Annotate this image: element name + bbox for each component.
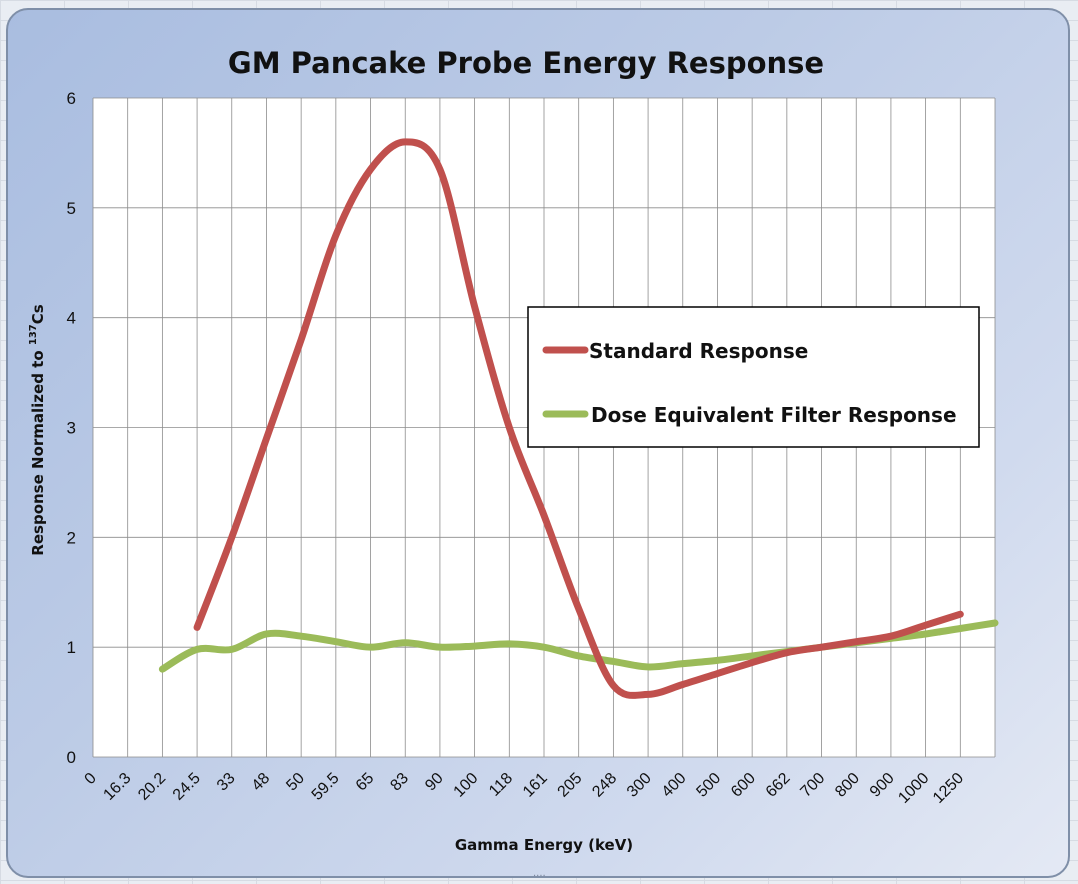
x-axis-ticks: 0 16.3 20.2 24.5 33 48 50 59.5 65 83 90 100 118 161 20… — [82, 770, 968, 807]
y-axis-title-sup: 137 — [28, 324, 39, 345]
chart-svg: GM Pancake Probe Energy Response 0 1 2 3 4 5 6… — [28, 46, 999, 854]
x-tick-label: 33 — [214, 770, 239, 795]
x-tick-label: 248 — [589, 770, 620, 801]
x-tick-label: 600 — [728, 770, 759, 801]
y-tick-label: 3 — [67, 419, 76, 438]
legend-box — [527, 306, 980, 448]
x-tick-label: 1250 — [930, 770, 967, 807]
x-tick-label: 0 — [82, 770, 100, 788]
y-tick-label: 2 — [67, 528, 76, 547]
x-tick-label: 100 — [451, 770, 482, 801]
chart-title: GM Pancake Probe Energy Response — [228, 46, 824, 80]
x-tick-label: 65 — [353, 770, 378, 795]
x-tick-label: 24.5 — [170, 770, 204, 804]
legend-filter-label: Dose Equivalent Filter Response — [591, 403, 957, 427]
x-tick-label: 48 — [249, 770, 274, 795]
y-axis-title: Response Normalized to 137Cs — [28, 304, 47, 555]
series-standard-response-line[interactable] — [193, 138, 964, 699]
x-tick-label: 662 — [763, 770, 794, 801]
x-tick-label: 300 — [624, 770, 655, 801]
y-tick-label: 1 — [67, 638, 76, 657]
x-tick-label: 118 — [486, 770, 516, 800]
y-tick-label: 6 — [67, 89, 76, 108]
y-tick-label: 0 — [67, 748, 76, 767]
x-tick-label: 16.3 — [100, 770, 134, 804]
series-lines — [158, 138, 999, 699]
x-tick-label: 500 — [693, 770, 724, 801]
x-tick-label: 800 — [832, 770, 863, 801]
x-tick-label: 1000 — [895, 770, 932, 807]
resize-handle-top[interactable]: ···· — [533, 8, 546, 16]
x-tick-label: 83 — [387, 770, 412, 795]
legend-standard-label: Standard Response — [589, 339, 808, 363]
x-tick-label: 700 — [797, 770, 828, 801]
x-tick-label: 50 — [283, 770, 308, 795]
y-axis-ticks: 0 1 2 3 4 5 6 — [67, 89, 76, 767]
x-tick-label: 59.5 — [309, 770, 343, 804]
x-tick-label: 161 — [520, 770, 551, 801]
x-tick-label: 400 — [659, 770, 690, 801]
y-axis-title-main: Response Normalized to — [29, 345, 47, 556]
x-tick-label: 900 — [867, 770, 898, 801]
x-axis-title: Gamma Energy (keV) — [455, 836, 633, 854]
resize-handle-bottom[interactable]: ···· — [533, 871, 546, 878]
x-tick-label: 90 — [422, 770, 447, 795]
chart-area[interactable]: GM Pancake Probe Energy Response 0 1 2 3 4 5 6… — [6, 8, 1070, 878]
y-tick-label: 5 — [67, 199, 76, 218]
y-axis-title-end: Cs — [29, 304, 47, 324]
y-tick-label: 4 — [67, 309, 76, 328]
x-tick-label: 205 — [555, 770, 586, 801]
legend[interactable]: Standard Response Dose Equivalent Filter… — [527, 306, 980, 448]
x-tick-label: 20.2 — [135, 770, 169, 804]
